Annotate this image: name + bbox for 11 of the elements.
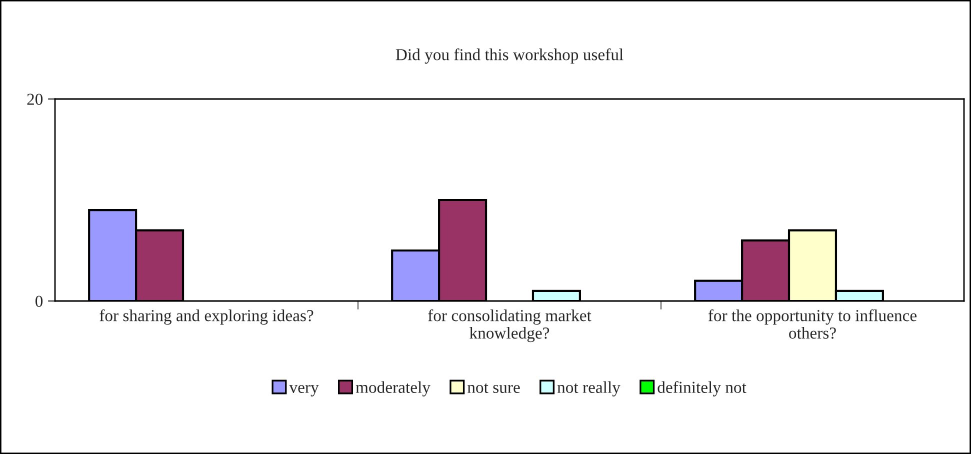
chart-title: Did you find this workshop useful	[396, 48, 624, 64]
y-tick-label: 20	[27, 94, 43, 105]
legend-label: not really	[557, 381, 620, 396]
legend-label: very	[289, 384, 319, 396]
x-tick-label: for sharing and exploring ideas?	[100, 309, 314, 325]
legend-label: not sure	[468, 383, 520, 393]
legend-label: definitely not	[658, 381, 746, 396]
x-tick-label: for the opportunity to influence others?	[708, 309, 917, 339]
y-tick-label: 0	[35, 296, 43, 307]
x-tick-label: for consolidating market knowledge?	[428, 309, 592, 342]
legend-label: moderately	[356, 381, 430, 396]
